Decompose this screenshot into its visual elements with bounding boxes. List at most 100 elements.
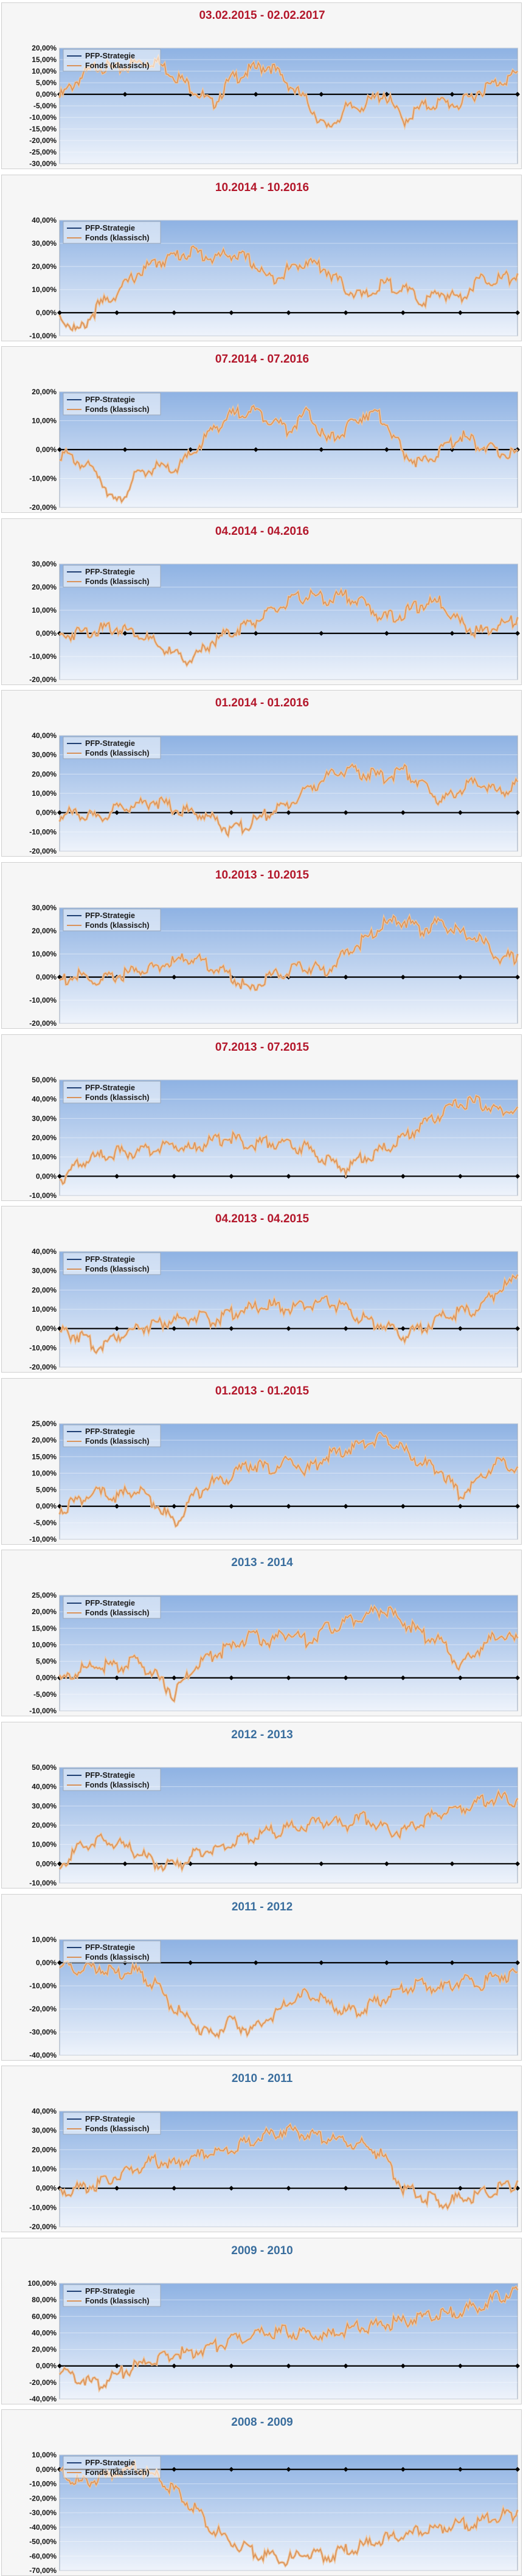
strategy-marker [188,1861,193,1867]
y-tick-label: -20,00% [29,503,57,511]
legend [63,49,161,72]
y-tick-label: 80,00% [32,2296,57,2304]
series-line-fund [59,1606,518,1702]
strategy-marker [384,447,389,453]
legend [63,1768,161,1791]
x-tick-label: Apr.2015 [331,854,361,855]
strategy-marker [229,2363,234,2369]
x-tick-label: Apr.2013 [44,1370,75,1371]
strategy-marker [384,1960,389,1965]
chart-panel: 2011 - 2012 10,00% 0,00% -10,00% -20,00% -30,… [1,1893,522,2061]
strategy-marker [253,630,258,636]
strategy-marker [515,2467,520,2473]
strategy-marker [457,310,463,315]
strategy-marker [114,2185,120,2191]
y-tick-label: 20,00% [32,1133,57,1142]
x-tick-label: Okt.2014 [110,510,140,511]
strategy-marker [400,810,406,816]
legend [63,908,161,931]
y-tick-label: 0,00% [36,629,57,638]
y-tick-label: 10,00% [32,789,57,798]
strategy-marker [343,1326,348,1331]
y-tick-label: -5,00% [33,102,57,110]
strategy-marker [449,1861,455,1867]
strategy-marker [188,1960,193,1965]
chart-title: 01.2013 - 01.2015 [215,1384,310,1398]
chart-panel: 2012 - 2013 50,00% 40,00% 30,00% 20,00% 10,00… [1,1722,522,1888]
y-tick-label: -10,00% [29,1344,57,1352]
strategy-marker [457,1676,463,1681]
y-tick-label: -10,00% [29,332,57,339]
x-tick-label: Okt.2009 [216,2402,246,2403]
y-tick-label: 60,00% [32,2312,57,2320]
strategy-marker [457,1326,463,1331]
legend-label: PFP-Strategie [85,2459,135,2467]
chart-title: 2011 - 2012 [231,1900,293,1913]
legend-label: PFP-Strategie [85,1084,135,1092]
series-line-fund [59,1095,518,1185]
y-tick-label: 20,00% [32,1608,57,1617]
x-tick-label: Jan.2011 [490,2402,521,2403]
x-tick-label: Okt.2011 [241,2058,271,2059]
x-tick-label: Apr.2016 [490,510,521,511]
chart-title: 04.2013 - 04.2015 [215,1213,310,1226]
strategy-marker [515,92,520,97]
y-tick-label: 10,00% [32,1152,57,1161]
x-tick-label: Okt.2014 [216,854,246,855]
y-tick-label: 20,00% [32,1286,57,1295]
strategy-marker [384,1861,389,1867]
y-tick-label: 15,00% [32,1452,57,1461]
y-tick-label: 20,00% [32,2146,57,2154]
y-tick-label: -20,00% [29,1363,57,1371]
chart-svg: 25,00% 20,00% 15,00% 10,00% 5,00% 0,00% -5,00%… [29,1419,521,1543]
x-tick-label: Jul.2011 [176,2058,205,2059]
y-tick-label: -10,00% [29,2204,57,2212]
y-tick-label: -30,00% [29,2508,57,2517]
y-tick-label: 15,00% [32,55,57,64]
y-tick-label: -10,00% [29,1707,57,1714]
chart-panel: 04.2014 - 04.2016 30,00% 20,00% 10,00% 0,00%… [1,518,522,685]
chart-panel: 03.02.2015 - 02.02.2017 20,00% 15,00% 10,00… [1,2,522,169]
x-tick-label: Apr.2012 [110,1886,140,1887]
strategy-marker [400,975,406,980]
legend-label: Fonds (klassisch) [85,749,150,757]
y-tick-label: 10,00% [32,417,57,425]
x-tick-label: Okt.2012 [490,2058,521,2059]
y-tick-label: 10,00% [32,1469,57,1477]
x-tick-label: Okt.2014 [388,1370,418,1371]
strategy-marker [515,1861,520,1867]
strategy-marker [400,2467,406,2473]
x-tick-label: Jan.2010 [273,2402,304,2403]
strategy-marker [449,1960,455,1965]
strategy-marker [457,1173,463,1178]
x-tick-label: Okt.2012 [241,1886,271,1887]
y-tick-label: 40,00% [32,2328,57,2337]
x-tick-label: Jul.2014 [217,1026,246,1027]
x-tick-label: Jan.2014 [216,1370,247,1371]
y-tick-label: 0,00% [36,90,57,99]
chart-svg: 40,00%30,00%20,00%10,00%0,00%-10,00%Okt.… [29,216,521,339]
x-tick-label: Jan.2014 [102,1026,133,1027]
strategy-marker [286,2363,291,2369]
y-tick-label: 30,00% [32,1114,57,1123]
x-tick-label: Apr.2009 [102,2402,132,2403]
y-tick-label: 20,00% [32,583,57,591]
y-tick-label: -10,00% [29,652,57,661]
x-tick-label: Jan.2015 [175,510,206,511]
strategy-marker [515,1503,520,1509]
x-tick-label: Okt.2015 [372,510,402,511]
y-tick-label: 0,00% [36,973,57,981]
chart-title: 2010 - 2011 [231,2072,293,2086]
x-tick-label: Jan.2015 [273,854,304,855]
chart-svg: 10,00% 0,00% -10,00% -20,00% -30,00% -40,00% -… [29,2451,521,2574]
chart-svg: 30,00%20,00%10,00%0,00%-10,00%-20,00%Apr… [29,560,521,683]
x-tick-label: Jan.2015 [445,1370,476,1371]
y-tick-label: 15,00% [32,1624,57,1633]
strategy-marker [171,2185,177,2191]
y-tick-label: 100,00% [28,2279,57,2288]
y-tick-label: 0,00% [36,1674,57,1682]
x-tick-label: Apr.2013 [372,1886,402,1887]
strategy-marker [515,2363,520,2369]
legend-label: Fonds (klassisch) [85,405,150,414]
x-tick-label: Jul.2014 [45,510,74,511]
